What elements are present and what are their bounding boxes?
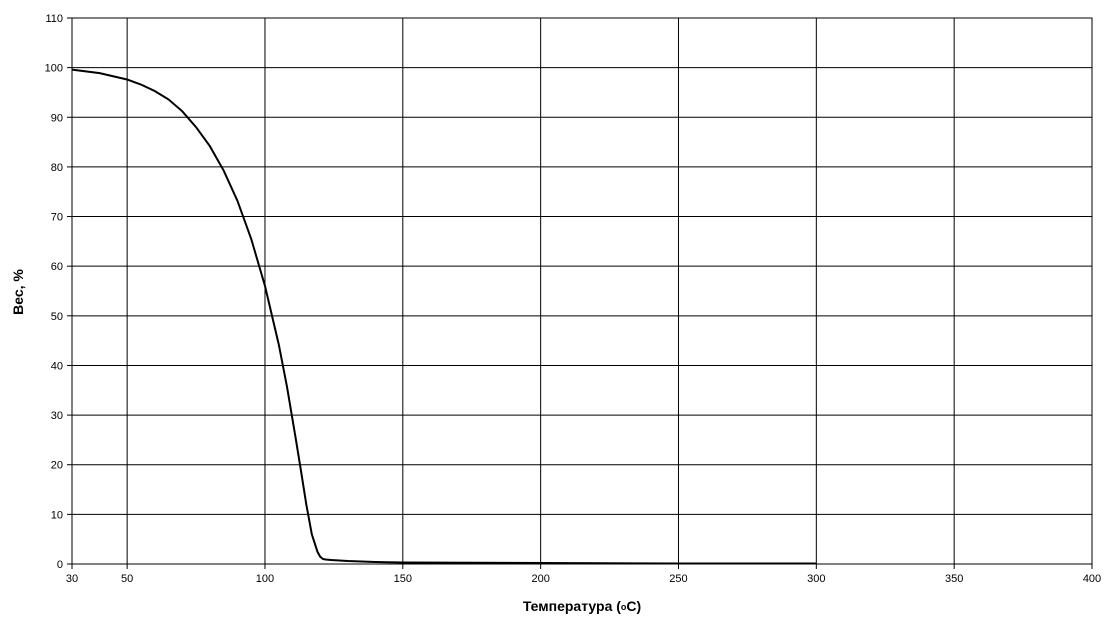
grid-lines	[72, 17, 1093, 565]
y-tick-label: 90	[51, 112, 63, 124]
y-axis-title: Вес, %	[10, 269, 26, 315]
tick-labels: 0 10 20 30 40 50 60 70 80 90 100 110 30 50 100 150 200 25…	[45, 13, 1102, 585]
y-tick-label: 20	[51, 460, 63, 472]
x-tick-label: 50	[121, 573, 133, 585]
x-tick-label: 250	[669, 573, 687, 585]
y-tick-label: 60	[51, 261, 63, 273]
x-axis-title: Температура (оC)	[523, 598, 641, 614]
x-tick-label: 200	[531, 573, 549, 585]
x-tick-label: 300	[807, 573, 825, 585]
x-tick-label: 350	[945, 573, 963, 585]
y-tick-label: 30	[51, 410, 63, 422]
y-tick-label: 100	[45, 63, 63, 75]
x-tick-label: 100	[256, 573, 274, 585]
y-tick-label: 10	[51, 509, 63, 521]
tick-marks	[67, 17, 1093, 569]
y-tick-label: 0	[57, 559, 63, 571]
y-tick-label: 110	[45, 13, 63, 25]
y-tick-label: 80	[51, 162, 63, 174]
x-tick-label: 150	[394, 573, 412, 585]
y-tick-label: 50	[51, 311, 63, 323]
x-tick-label: 30	[66, 573, 78, 585]
plot-area-frame	[71, 17, 1093, 565]
series-line	[71, 68, 817, 565]
y-tick-label: 40	[51, 360, 63, 372]
y-tick-label: 70	[51, 212, 63, 224]
x-tick-label: 400	[1083, 573, 1101, 585]
